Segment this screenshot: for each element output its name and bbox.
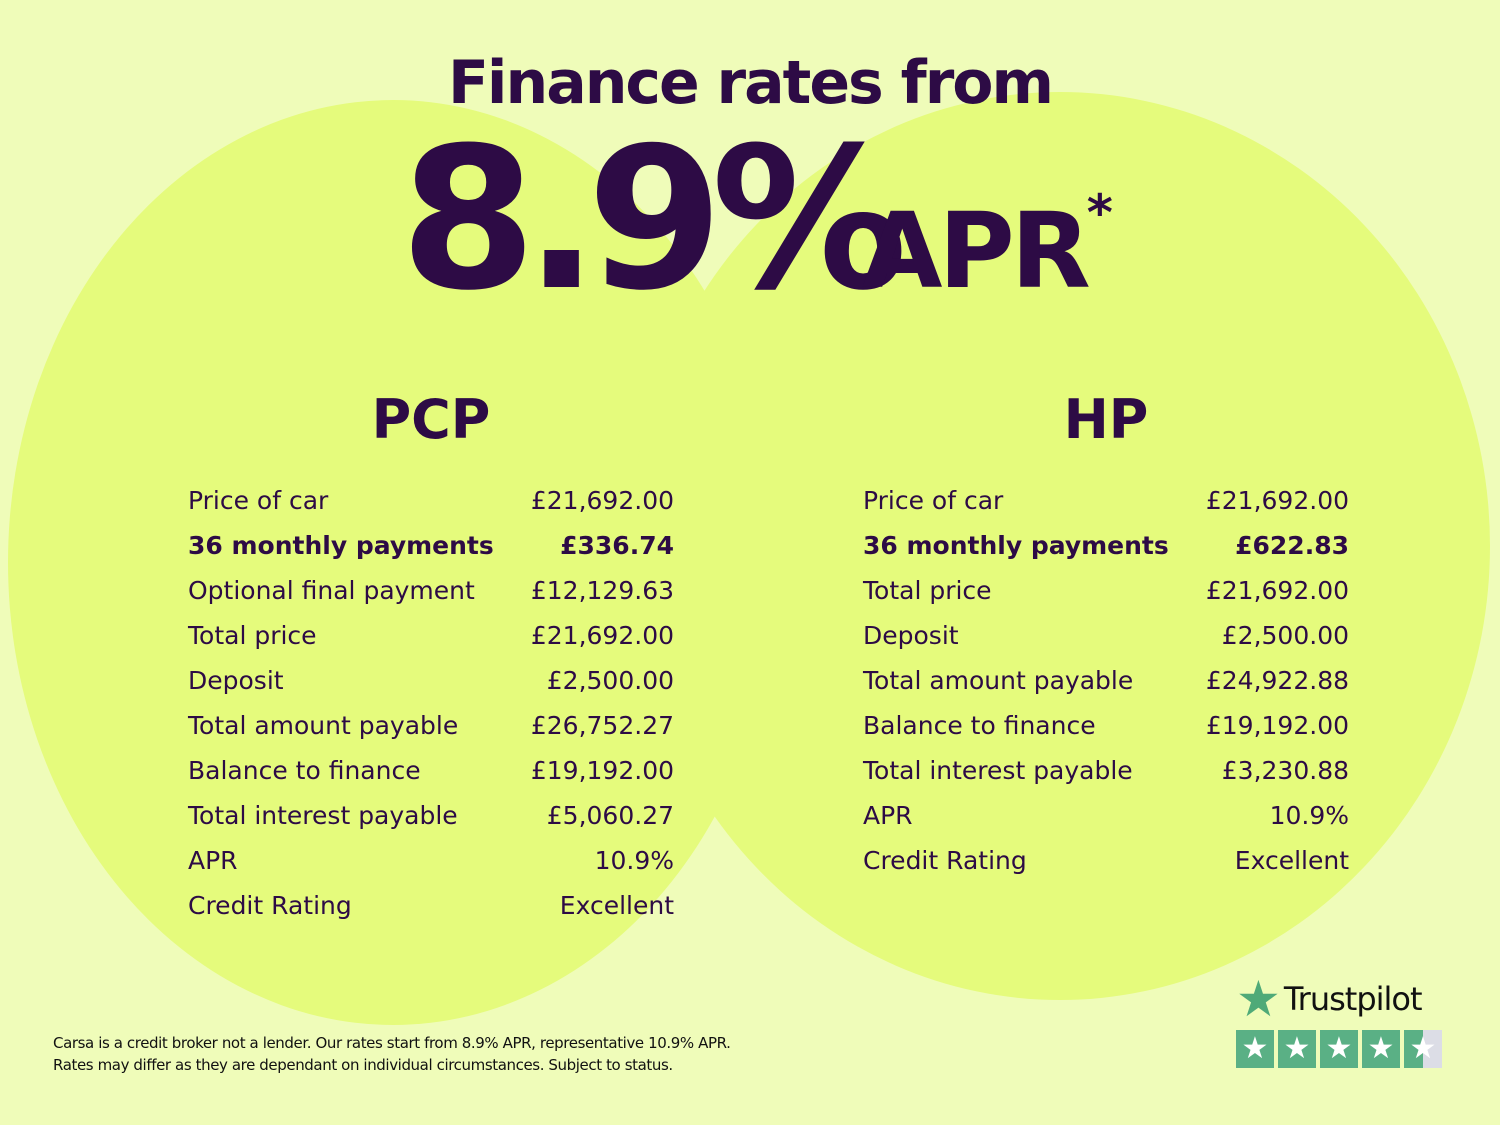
- row-value: £21,692.00: [530, 621, 674, 650]
- pcp-row: Total price £21,692.00: [188, 613, 674, 658]
- row-value: £336.74: [560, 531, 674, 560]
- pcp-row: 36 monthly payments £336.74: [188, 523, 674, 568]
- row-label: 36 monthly payments: [863, 531, 1169, 560]
- row-label: Deposit: [863, 621, 959, 650]
- row-label: Total amount payable: [188, 711, 459, 740]
- asterisk: *: [1086, 184, 1113, 242]
- row-label: Total interest payable: [188, 801, 458, 830]
- row-value: £2,500.00: [546, 666, 674, 695]
- row-value: £3,230.88: [1221, 756, 1349, 785]
- row-value: £19,192.00: [1205, 711, 1349, 740]
- row-label: Credit Rating: [863, 846, 1027, 875]
- row-value: £26,752.27: [530, 711, 674, 740]
- pcp-row: Credit Rating Excellent: [188, 883, 674, 928]
- row-label: Total price: [188, 621, 317, 650]
- row-label: Balance to finance: [188, 756, 421, 785]
- hp-table: HP Price of car £21,692.00 36 monthly paym…: [863, 388, 1349, 883]
- half-star-icon: ★: [1404, 1030, 1442, 1068]
- row-value: £24,922.88: [1205, 666, 1349, 695]
- hp-row: Balance to finance £19,192.00: [863, 703, 1349, 748]
- pcp-row: Price of car £21,692.00: [188, 478, 674, 523]
- disclaimer: Carsa is a credit broker not a lender. O…: [53, 1032, 731, 1076]
- row-label: Price of car: [863, 486, 1004, 515]
- row-value: £12,129.63: [530, 576, 674, 605]
- row-value: £21,692.00: [1205, 576, 1349, 605]
- row-label: Balance to finance: [863, 711, 1096, 740]
- row-label: Price of car: [188, 486, 329, 515]
- hp-row: Price of car £21,692.00: [863, 478, 1349, 523]
- headline: Finance rates from: [447, 48, 1054, 118]
- trustpilot-star-icon: ★: [1236, 970, 1281, 1028]
- pcp-table: PCP Price of car £21,692.00 36 monthly pay…: [188, 388, 674, 928]
- disclaimer-line: Carsa is a credit broker not a lender. O…: [53, 1034, 731, 1052]
- pcp-row: APR 10.9%: [188, 838, 674, 883]
- hp-row: Deposit £2,500.00: [863, 613, 1349, 658]
- row-value: Excellent: [559, 891, 674, 920]
- row-label: Total price: [863, 576, 992, 605]
- hp-row: Total interest payable £3,230.88: [863, 748, 1349, 793]
- row-label: Total interest payable: [863, 756, 1133, 785]
- star-icon: ★: [1320, 1030, 1358, 1068]
- row-label: APR: [188, 846, 238, 875]
- trustpilot-badge[interactable]: ★ Trustpilot ★ ★ ★ ★ ★: [1236, 974, 1442, 1068]
- pcp-row: Total interest payable £5,060.27: [188, 793, 674, 838]
- hp-row: 36 monthly payments £622.83: [863, 523, 1349, 568]
- apr-text: APR: [862, 190, 1091, 312]
- row-label: Deposit: [188, 666, 284, 695]
- row-value: £2,500.00: [1221, 621, 1349, 650]
- hp-row: APR 10.9%: [863, 793, 1349, 838]
- row-label: Optional final payment: [188, 576, 475, 605]
- trustpilot-rating: ★ ★ ★ ★ ★: [1236, 1030, 1442, 1068]
- star-icon: ★: [1278, 1030, 1316, 1068]
- row-value: £5,060.27: [546, 801, 674, 830]
- trustpilot-name: Trustpilot: [1283, 980, 1423, 1018]
- hp-title: HP: [1063, 388, 1149, 451]
- disclaimer-line: Rates may differ as they are dependant o…: [53, 1056, 673, 1074]
- pcp-row: Optional final payment £12,129.63: [188, 568, 674, 613]
- hp-row: Total price £21,692.00: [863, 568, 1349, 613]
- hp-row: Total amount payable £24,922.88: [863, 658, 1349, 703]
- row-value: 10.9%: [594, 846, 674, 875]
- apr-label: APR*: [862, 184, 1113, 312]
- row-value: Excellent: [1234, 846, 1349, 875]
- row-label: Total amount payable: [863, 666, 1134, 695]
- pcp-row: Total amount payable £26,752.27: [188, 703, 674, 748]
- row-label: APR: [863, 801, 913, 830]
- row-label: 36 monthly payments: [188, 531, 494, 560]
- row-value: £622.83: [1235, 531, 1349, 560]
- pcp-row: Deposit £2,500.00: [188, 658, 674, 703]
- row-value: £19,192.00: [530, 756, 674, 785]
- row-label: Credit Rating: [188, 891, 352, 920]
- star-icon: ★: [1362, 1030, 1400, 1068]
- pcp-title: PCP: [371, 388, 491, 451]
- star-icon: ★: [1236, 1030, 1274, 1068]
- rate-value: 8.9%: [400, 106, 908, 334]
- background-circle-right: [630, 92, 1490, 1000]
- hp-row: Credit Rating Excellent: [863, 838, 1349, 883]
- row-value: £21,692.00: [530, 486, 674, 515]
- pcp-row: Balance to finance £19,192.00: [188, 748, 674, 793]
- row-value: 10.9%: [1269, 801, 1349, 830]
- row-value: £21,692.00: [1205, 486, 1349, 515]
